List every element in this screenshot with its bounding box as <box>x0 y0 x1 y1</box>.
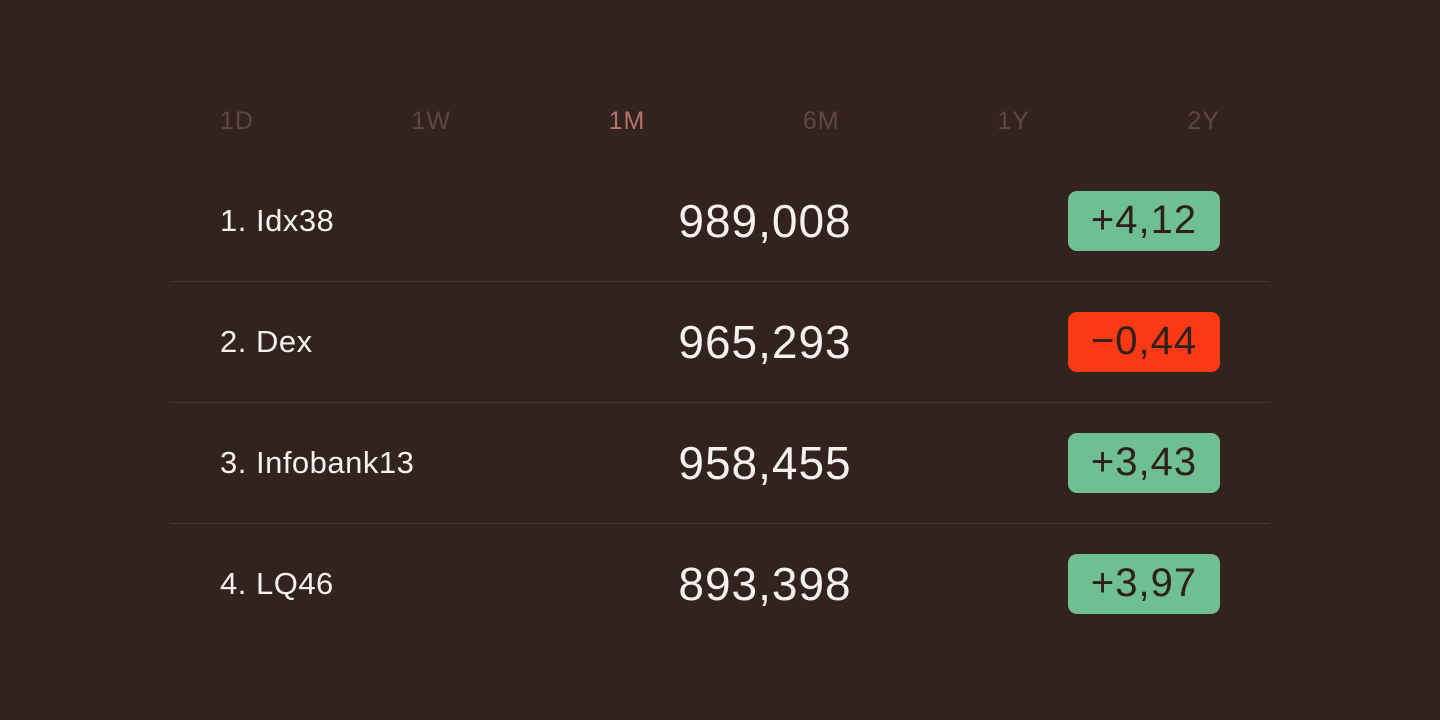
index-value: 958,455 <box>678 437 852 489</box>
change-badge: −0,44 <box>1068 312 1220 372</box>
market-index-widget: 1D 1W 1M 6M 1Y 2Y 1. Idx38 989,008 +4,12… <box>170 105 1270 644</box>
timeframe-tab-2y[interactable]: 2Y <box>1187 106 1220 135</box>
index-value: 893,398 <box>678 558 852 610</box>
timeframe-tab-1y[interactable]: 1Y <box>997 106 1030 135</box>
index-name: 1. Idx38 <box>220 203 335 238</box>
timeframe-tabs: 1D 1W 1M 6M 1Y 2Y <box>220 105 1220 137</box>
change-badge-cell: +4,12 <box>1068 191 1220 251</box>
change-badge-cell: +3,43 <box>1068 433 1220 493</box>
change-badge-cell: −0,44 <box>1068 312 1220 372</box>
list-item[interactable]: 4. LQ46 893,398 +3,97 <box>170 524 1270 644</box>
index-name: 2. Dex <box>220 324 313 359</box>
list-item[interactable]: 1. Idx38 989,008 +4,12 <box>170 161 1270 282</box>
change-badge: +4,12 <box>1068 191 1220 251</box>
change-badge: +3,97 <box>1068 554 1220 614</box>
timeframe-tab-1d[interactable]: 1D <box>220 106 254 135</box>
timeframe-tab-1w[interactable]: 1W <box>411 106 452 135</box>
list-item[interactable]: 2. Dex 965,293 −0,44 <box>170 282 1270 403</box>
timeframe-tab-1m[interactable]: 1M <box>608 106 646 135</box>
change-badge-cell: +3,97 <box>1068 554 1220 614</box>
index-value: 989,008 <box>678 195 852 247</box>
index-name: 4. LQ46 <box>220 566 334 601</box>
timeframe-tab-6m[interactable]: 6M <box>802 106 840 135</box>
change-badge: +3,43 <box>1068 433 1220 493</box>
index-value: 965,293 <box>678 316 852 368</box>
list-item[interactable]: 3. Infobank13 958,455 +3,43 <box>170 403 1270 524</box>
index-list: 1. Idx38 989,008 +4,12 2. Dex 965,293 −0… <box>170 161 1270 644</box>
index-name: 3. Infobank13 <box>220 445 415 480</box>
